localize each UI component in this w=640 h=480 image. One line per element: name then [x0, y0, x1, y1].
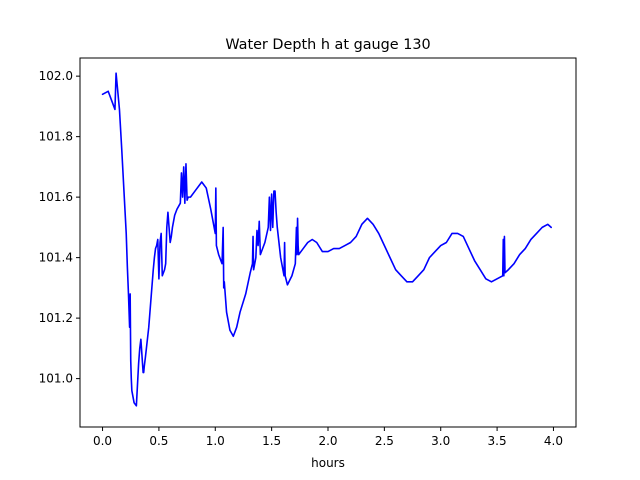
x-tick-label: 3.5 [488, 434, 507, 448]
series-layer [101, 72, 553, 407]
x-tick-label: 2.5 [375, 434, 394, 448]
x-axis-ticks: 0.0 0.5 1.0 1.5 2.0 2.5 3.0 3.5 4.0 [93, 427, 563, 448]
y-tick-label: 101.8 [39, 130, 73, 144]
y-tick-label: 101.2 [39, 311, 73, 325]
y-axis-ticks: 101.0 101.2 101.4 101.6 101.8 102.0 [39, 69, 80, 386]
x-tick-label: 1.0 [206, 434, 225, 448]
series-line-0 [101, 72, 553, 407]
y-tick-label: 101.6 [39, 190, 73, 204]
x-tick-label: 2.0 [318, 434, 337, 448]
y-tick-label: 101.4 [39, 251, 73, 265]
x-tick-label: 0.5 [149, 434, 168, 448]
y-tick-label: 102.0 [39, 69, 73, 83]
x-tick-label: 4.0 [544, 434, 563, 448]
x-axis-label: hours [311, 456, 345, 470]
chart-title: Water Depth h at gauge 130 [225, 37, 430, 53]
y-tick-label: 101.0 [39, 372, 73, 386]
x-tick-label: 1.5 [262, 434, 281, 448]
x-tick-label: 0.0 [93, 434, 112, 448]
x-tick-label: 3.0 [431, 434, 450, 448]
